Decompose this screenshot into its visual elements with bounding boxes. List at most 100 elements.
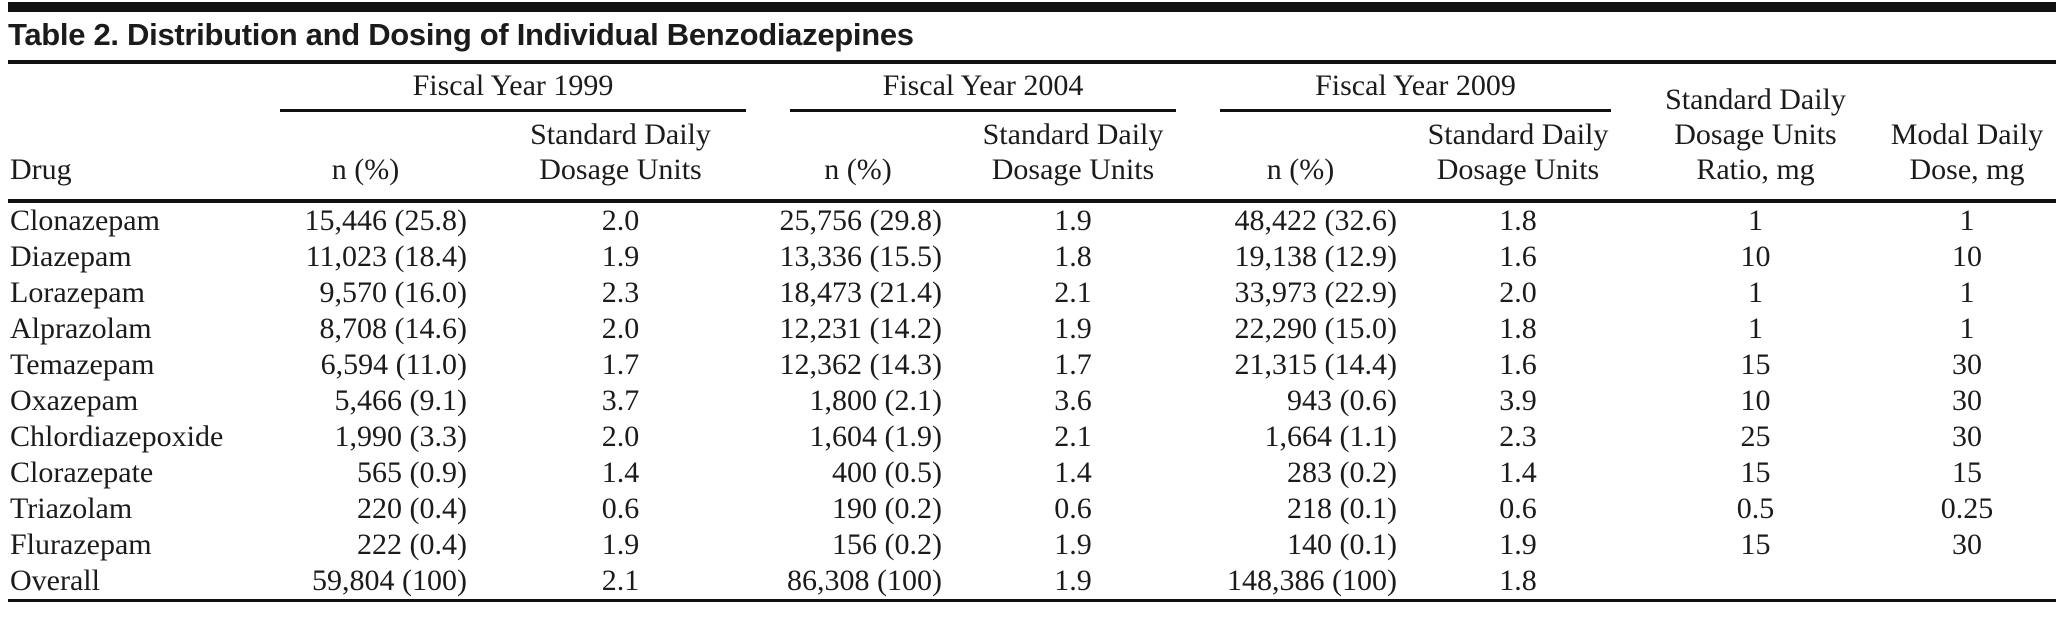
cell-sdu-fy1999: 3.7 [601, 384, 640, 417]
cell-modal-dose: 1 [1878, 199, 2056, 239]
cell-sdu-fy1999: 2.1 [473, 563, 768, 602]
cell-modal-dose: 15 [1952, 456, 1982, 489]
column-header-drug: Drug [10, 153, 72, 186]
cell-sdu-fy2009: 1.8 [1403, 199, 1633, 239]
cell-sdu-ratio: 1 [1633, 199, 1878, 239]
table-row: Lorazepam 9,570 (16.0) 2.3 18,473 (21.4)… [8, 275, 2056, 311]
cell-sdu-fy2009: 2.3 [1499, 420, 1537, 453]
cell-drug: Diazepam [10, 240, 132, 273]
cell-modal-dose: 0.25 [1940, 492, 1994, 525]
cell-modal-dose: 30 [1952, 384, 1982, 417]
cell-sdu-fy2009: 1.4 [1499, 456, 1537, 489]
cell-sdu-fy2004: 0.6 [1054, 492, 1092, 525]
table-row: Oxazepam 5,466 (9.1) 3.7 1,800 (2.1) 3.6… [8, 383, 2056, 419]
cell-n-fy2009: 19,138 (12.9) [1234, 240, 1397, 273]
cell-modal-dose: 30 [1952, 348, 1982, 381]
top-rule [8, 2, 2056, 12]
cell-n-fy1999: 220 (0.4) [357, 492, 467, 525]
group-header-fy2004-label: Fiscal Year 2004 [790, 68, 1176, 112]
cell-sdu-fy1999: 2.3 [601, 276, 640, 309]
table-row: Chlordiazepoxide 1,990 (3.3) 2.0 1,604 (… [8, 419, 2056, 455]
table-row: Flurazepam 222 (0.4) 1.9 156 (0.2) 1.9 1… [8, 527, 2056, 563]
cell-n-fy1999: 15,446 (25.8) [258, 199, 473, 239]
table-row: Diazepam 11,023 (18.4) 1.9 13,336 (15.5)… [8, 239, 2056, 275]
cell-n-fy2009: 33,973 (22.9) [1234, 276, 1397, 309]
cell-n-fy2004: 13,336 (15.5) [779, 240, 942, 273]
cell-n-fy2004: 12,362 (14.3) [779, 348, 942, 381]
cell-n-fy1999: 11,023 (18.4) [305, 240, 467, 273]
table-row: Clonazepam 15,446 (25.8) 2.0 25,756 (29.… [8, 199, 2056, 239]
group-header-fy1999-label: Fiscal Year 1999 [280, 68, 746, 112]
cell-sdu-fy2004: 1.4 [1054, 456, 1092, 489]
cell-n-fy2009: 943 (0.6) [1287, 384, 1397, 417]
cell-modal-dose: 10 [1952, 240, 1982, 273]
table-row: Clorazepate 565 (0.9) 1.4 400 (0.5) 1.4 … [8, 455, 2056, 491]
cell-sdu-ratio: 15 [1740, 456, 1771, 489]
column-header-n-fy1999: n (%) [331, 153, 400, 186]
cell-sdu-fy2004: 1.9 [948, 199, 1198, 239]
cell-sdu-ratio: 0.5 [1736, 492, 1775, 525]
table-row: Triazolam 220 (0.4) 0.6 190 (0.2) 0.6 21… [8, 491, 2056, 527]
cell-sdu-fy2004: 1.9 [1054, 528, 1092, 561]
cell-n-fy1999: 8,708 (14.6) [319, 312, 467, 345]
cell-drug: Triazolam [10, 492, 133, 525]
group-header-row: Drug Fiscal Year 1999 Fiscal Year 2004 F… [8, 64, 2056, 186]
cell-drug: Flurazepam [10, 528, 152, 561]
cell-modal-dose [1878, 563, 2056, 602]
cell-drug: Lorazepam [10, 276, 145, 309]
cell-modal-dose: 30 [1952, 420, 1982, 453]
cell-sdu-fy2004: 3.6 [1054, 384, 1092, 417]
cell-n-fy2009: 48,422 (32.6) [1198, 199, 1403, 239]
cell-n-fy2009: 148,386 (100) [1198, 563, 1403, 602]
cell-n-fy2009: 140 (0.1) [1287, 528, 1397, 561]
cell-sdu-fy2009: 1.9 [1499, 528, 1537, 561]
table-row-overall: Overall 59,804 (100) 2.1 86,308 (100) 1.… [8, 563, 2056, 602]
table-title: Table 2. Distribution and Dosing of Indi… [8, 12, 2056, 64]
benzodiazepine-table: Drug Fiscal Year 1999 Fiscal Year 2004 F… [8, 64, 2056, 602]
cell-sdu-fy2009: 1.6 [1499, 240, 1537, 273]
cell-n-fy2009: 1,664 (1.1) [1264, 420, 1397, 453]
cell-sdu-fy2004: 1.8 [1054, 240, 1092, 273]
cell-n-fy2004: 86,308 (100) [768, 563, 948, 602]
cell-drug: Chlordiazepoxide [10, 420, 224, 453]
cell-drug: Temazepam [10, 348, 155, 381]
cell-drug: Oxazepam [10, 384, 139, 417]
cell-sdu-fy1999: 1.7 [601, 348, 640, 381]
cell-n-fy2009: 283 (0.2) [1287, 456, 1397, 489]
cell-sdu-ratio: 15 [1740, 528, 1771, 561]
cell-n-fy1999: 59,804 (100) [258, 563, 473, 602]
cell-modal-dose: 1 [1959, 312, 1975, 345]
cell-n-fy2009: 21,315 (14.4) [1234, 348, 1397, 381]
cell-sdu-fy2004: 2.1 [1054, 420, 1092, 453]
cell-n-fy1999: 6,594 (11.0) [320, 348, 467, 381]
cell-drug: Overall [8, 563, 258, 602]
cell-sdu-fy2009: 0.6 [1499, 492, 1537, 525]
cell-drug: Clorazepate [10, 456, 154, 489]
cell-n-fy2004: 18,473 (21.4) [779, 276, 942, 309]
cell-n-fy1999: 1,990 (3.3) [334, 420, 467, 453]
cell-drug: Alprazolam [10, 312, 152, 345]
cell-sdu-ratio: 10 [1740, 240, 1771, 273]
cell-n-fy2004: 156 (0.2) [832, 528, 942, 561]
cell-sdu-fy2004: 1.9 [1054, 312, 1092, 345]
cell-n-fy2009: 218 (0.1) [1287, 492, 1397, 525]
group-header-fy2009: Fiscal Year 2009 [1198, 64, 1633, 112]
cell-sdu-fy2004: 1.7 [1054, 348, 1092, 381]
cell-modal-dose: 1 [1959, 276, 1975, 309]
cell-sdu-ratio: 15 [1740, 348, 1771, 381]
cell-sdu-ratio: 10 [1740, 384, 1771, 417]
cell-n-fy2004: 12,231 (14.2) [779, 312, 942, 345]
cell-sdu-fy1999: 1.4 [601, 456, 640, 489]
cell-sdu-fy1999: 1.9 [601, 240, 640, 273]
cell-sdu-fy2009: 1.8 [1499, 312, 1537, 345]
table-row: Alprazolam 8,708 (14.6) 2.0 12,231 (14.2… [8, 311, 2056, 347]
cell-sdu-fy1999: 2.0 [473, 199, 768, 239]
cell-sdu-fy2004: 1.9 [948, 563, 1198, 602]
cell-sdu-ratio: 1 [1748, 276, 1763, 309]
cell-sdu-ratio: 25 [1740, 420, 1771, 453]
cell-sdu-fy2009: 1.6 [1499, 348, 1537, 381]
cell-sdu-ratio [1633, 563, 1878, 602]
cell-sdu-fy2009: 1.8 [1403, 563, 1633, 602]
column-header-n-fy2009: n (%) [1266, 153, 1335, 186]
cell-sdu-fy2004: 2.1 [1054, 276, 1092, 309]
